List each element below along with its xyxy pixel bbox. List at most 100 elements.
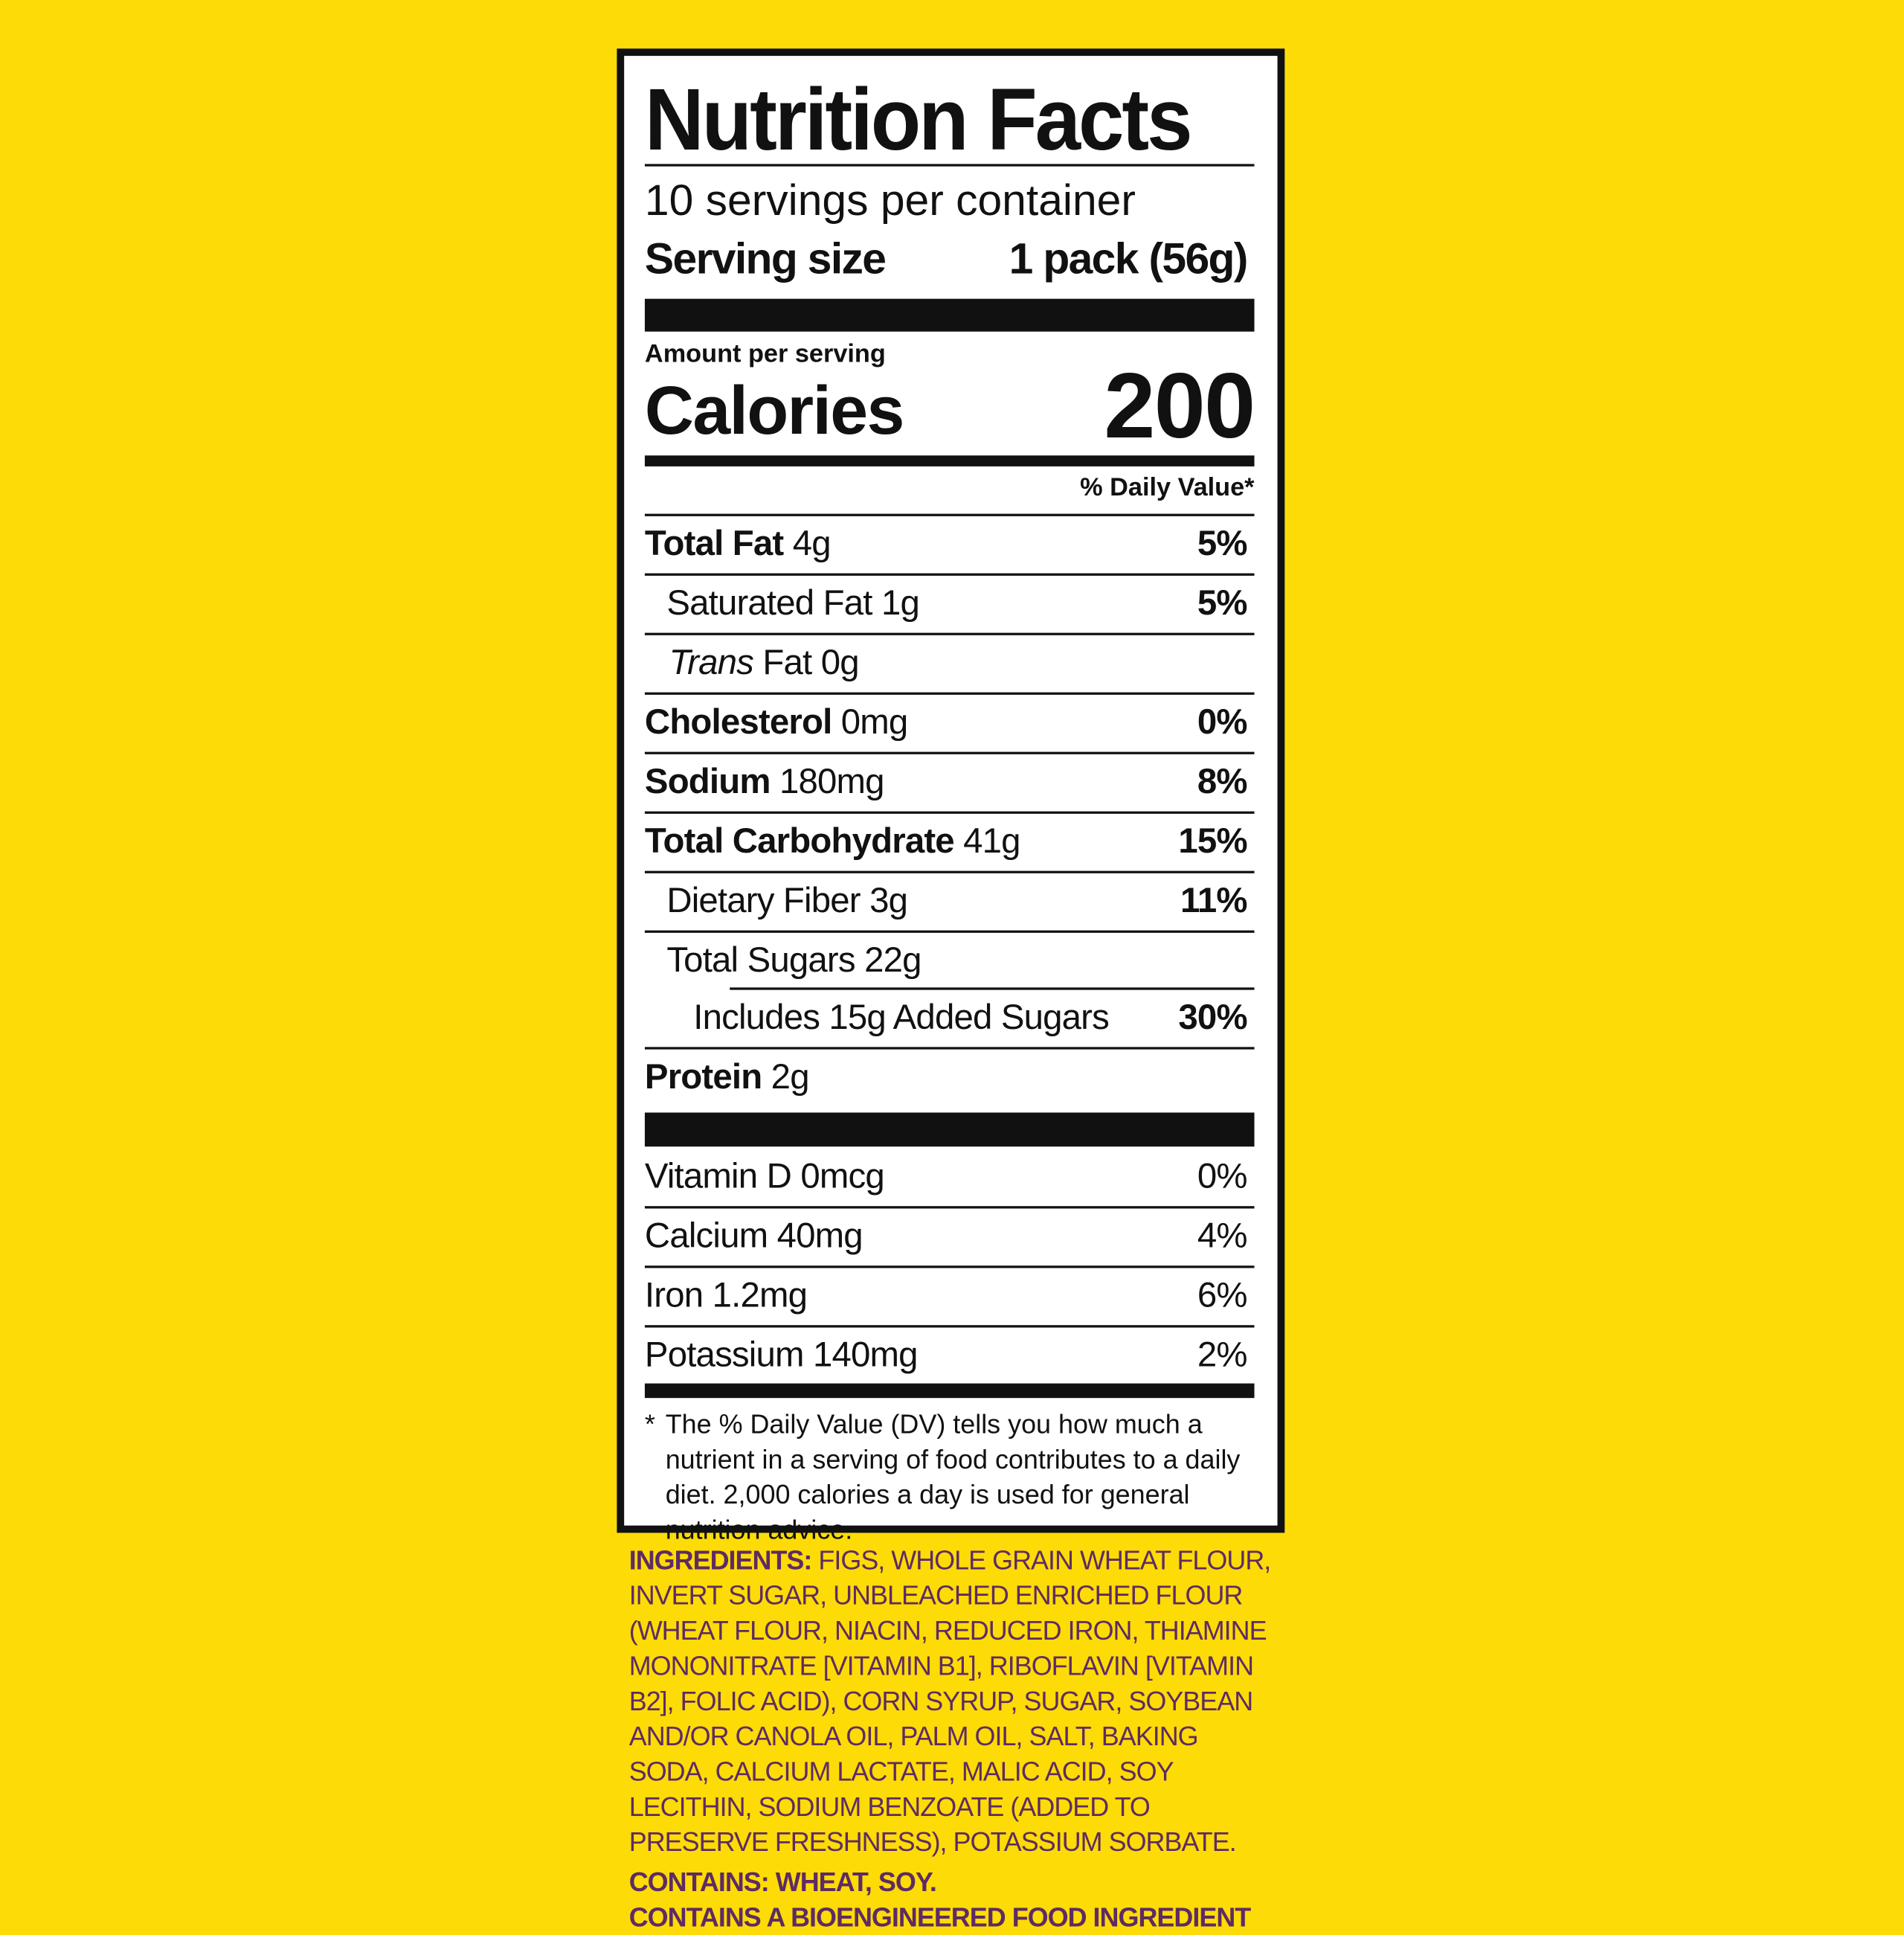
nutrient-row: Trans Fat 0g: [644, 635, 1255, 695]
ingredients-label: INGREDIENTS:: [628, 1544, 813, 1576]
ingredients-block: INGREDIENTS: FIGS, WHOLE GRAIN WHEAT FLO…: [629, 1542, 1276, 1934]
contains: CONTAINS: WHEAT, SOY.: [629, 1864, 1276, 1899]
nutrient-dv: 5%: [1197, 584, 1248, 623]
title: Nutrition Facts: [644, 71, 1193, 169]
footnote-text: The % Daily Value (DV) tells you how muc…: [665, 1408, 1241, 1545]
nutrient-row: Saturated Fat 1g 5%: [644, 576, 1255, 635]
nutrient-amount: 22g: [864, 941, 922, 981]
nutrient-dv: 11%: [1180, 882, 1248, 921]
vitamin-amount: 0mcg: [800, 1157, 884, 1197]
vitamin-row: Vitamin D 0mcg 0%: [644, 1149, 1255, 1209]
calories-value: 200: [1104, 354, 1255, 458]
nutrient-row: Total Sugars 22g: [645, 933, 1255, 990]
vitamin-label: Calcium: [644, 1216, 768, 1257]
serving-size-label: Serving size: [644, 233, 887, 283]
vitamin-dv: 0%: [1197, 1157, 1248, 1197]
footnote-mark: *: [644, 1408, 655, 1440]
nutrient-name: Includes 15g Added Sugars: [645, 998, 1110, 1039]
thick-rule: [644, 1112, 1255, 1147]
nutrient-row: Protein 2g: [645, 1050, 1255, 1107]
serving-size-value: 1 pack (56g): [1009, 233, 1249, 283]
nutrient-amount: 180mg: [779, 763, 885, 802]
nutrient-label: Saturated Fat: [666, 584, 872, 623]
nutrient-name: Trans Fat 0g: [645, 644, 860, 684]
bioengineered: CONTAINS A BIOENGINEERED FOOD INGREDIENT: [628, 1902, 1252, 1933]
vitamin-label: Potassium: [644, 1335, 805, 1376]
nutrient-label: Total Fat: [644, 524, 784, 564]
vitamin-row: Potassium 140mg 2%: [645, 1327, 1255, 1384]
serving-size: Serving size 1 pack (56g): [645, 233, 1255, 284]
vitamin-row: Iron 1.2mg 6%: [644, 1268, 1255, 1328]
nutrient-name: Sodium 180mg: [644, 763, 885, 803]
nutrition-label: Nutrition Facts 10 servings per containe…: [617, 48, 1285, 1545]
nutrient-name: Total Sugars 22g: [645, 941, 922, 981]
vitamin-amount: 140mg: [812, 1335, 919, 1376]
nutrient-label: Dietary Fiber: [666, 882, 861, 921]
vitamin-amount: 40mg: [776, 1216, 863, 1257]
nutrient-amount: 3g: [869, 882, 908, 921]
nutrient-name: Cholesterol 0mg: [644, 703, 908, 743]
nutrient-row: Includes 15g Added Sugars 30%: [644, 990, 1255, 1050]
partial-rule: [730, 987, 1255, 990]
vitamin-amount: 1.2mg: [712, 1276, 808, 1316]
medium-rule: [644, 1383, 1255, 1399]
nutrient-dv: 8%: [1197, 763, 1248, 802]
nutrient-amount: 0g: [820, 644, 860, 683]
nutrient-row: Total Fat 4g 5%: [644, 516, 1255, 576]
vitamin-label: Iron: [644, 1276, 704, 1316]
nutrient-amount: 2g: [771, 1058, 810, 1097]
nutrient-row: Total Carbohydrate 41g 15%: [644, 814, 1255, 873]
nutrient-name: Saturated Fat 1g: [645, 584, 919, 624]
nutrient-dv: 30%: [1178, 998, 1247, 1038]
nutrient-label: Cholesterol: [644, 703, 832, 742]
nutrient-row: Cholesterol 0mg 0%: [644, 695, 1255, 754]
rule: [644, 513, 1255, 516]
ingredients: INGREDIENTS: FIGS, WHOLE GRAIN WHEAT FLO…: [629, 1542, 1276, 1859]
vitamin-label: Vitamin D: [644, 1157, 792, 1197]
vitamin-name: Calcium 40mg: [645, 1217, 863, 1257]
nutrient-label: Total Sugars: [666, 941, 855, 981]
nutrient-name: Protein 2g: [644, 1058, 810, 1098]
vitamins: Vitamin D 0mcg 0% Calcium 40mg 4% Iron 1.2mg…: [644, 1149, 1255, 1384]
vitamin-name: Potassium 140mg: [644, 1335, 919, 1376]
nutrient-amount: 4g: [792, 524, 832, 564]
nutrient-name: Dietary Fiber 3g: [645, 882, 908, 922]
nutrient-label: Total Carbohydrate: [644, 822, 955, 861]
vitamin-row: Calcium 40mg 4%: [644, 1208, 1255, 1268]
vitamin-dv: 2%: [1197, 1335, 1248, 1376]
nutrient-dv: 15%: [1178, 822, 1247, 861]
servings: 10 servings per container: [644, 175, 1136, 225]
dv-header: % Daily Value*: [1080, 473, 1255, 502]
nutrient-label: Trans: [669, 644, 754, 683]
nutrients: Total Fat 4g 5% Saturated Fat 1g 5% Trans Fa…: [644, 516, 1255, 1107]
vitamin-dv: 4%: [1197, 1216, 1248, 1257]
nutrient-label: Includes 15g Added Sugars: [693, 998, 1110, 1038]
calories-label: Calories: [644, 371, 904, 449]
nutrient-amount: 41g: [963, 822, 1020, 861]
medium-rule: [644, 455, 1255, 466]
nutrient-dv: 5%: [1197, 524, 1248, 564]
nutrient-name: Total Carbohydrate 41g: [644, 822, 1021, 862]
contains-text: WHEAT, SOY.: [775, 1867, 937, 1898]
nutrient-dv: 0%: [1197, 703, 1248, 742]
nutrient-label: Protein: [644, 1058, 762, 1097]
calories-row: Calories 200: [644, 354, 1255, 458]
nutrient-label-rest: Fat: [762, 644, 812, 683]
nutrient-row: Dietary Fiber 3g 11%: [644, 873, 1255, 933]
vitamin-name: Vitamin D 0mcg: [644, 1157, 885, 1198]
ingredients-text: FIGS, WHOLE GRAIN WHEAT FLOUR, INVERT SU…: [628, 1544, 1272, 1858]
nutrient-label: Sodium: [644, 763, 771, 802]
rule: [644, 164, 1255, 167]
footnote: * The % Daily Value (DV) tells you how m…: [645, 1407, 1255, 1547]
nutrient-name: Total Fat 4g: [644, 524, 832, 565]
contains-label: CONTAINS:: [628, 1867, 770, 1898]
vitamin-dv: 6%: [1197, 1276, 1248, 1316]
nutrient-amount: 0mg: [840, 703, 908, 742]
vitamin-name: Iron 1.2mg: [644, 1276, 808, 1317]
amount-per-serving: Amount per serving: [644, 340, 886, 368]
nutrient-row: Sodium 180mg 8%: [644, 754, 1255, 814]
thick-rule: [644, 298, 1255, 332]
nutrient-amount: 1g: [881, 584, 920, 623]
